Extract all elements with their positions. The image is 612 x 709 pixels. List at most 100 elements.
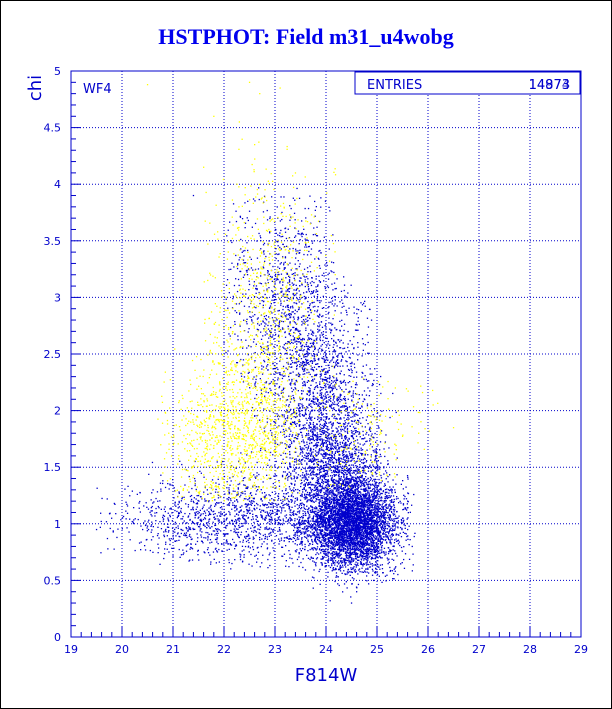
data-point (298, 419, 300, 421)
data-point (364, 543, 366, 545)
data-point (385, 505, 387, 507)
data-point (370, 499, 372, 501)
data-point (339, 546, 341, 549)
data-point (365, 364, 368, 366)
data-point (343, 478, 346, 480)
data-point (304, 569, 307, 571)
data-point (351, 526, 353, 528)
data-point (363, 545, 366, 547)
data-point (380, 492, 382, 495)
data-point (383, 547, 386, 549)
data-point (392, 528, 394, 530)
data-point (315, 558, 318, 560)
data-point (344, 488, 346, 490)
data-point (335, 505, 337, 508)
data-point (374, 511, 376, 513)
data-point (352, 523, 354, 526)
data-point (378, 537, 380, 539)
data-point (282, 458, 284, 460)
data-point (325, 492, 327, 494)
data-point (411, 570, 413, 572)
data-point (380, 518, 382, 520)
data-point (358, 543, 360, 545)
data-point (361, 544, 363, 546)
data-point (372, 525, 374, 527)
data-point (363, 509, 365, 511)
data-point (385, 509, 387, 511)
data-point (313, 494, 316, 496)
data-point (369, 544, 371, 546)
data-point (335, 516, 337, 518)
data-point (329, 547, 332, 549)
data-point (310, 435, 312, 437)
data-point (396, 457, 398, 459)
data-point (343, 504, 345, 506)
data-point (380, 496, 383, 498)
data-point (377, 546, 379, 548)
data-point (350, 596, 352, 598)
data-point (340, 550, 342, 552)
data-point (381, 545, 383, 547)
data-point (362, 541, 364, 543)
data-point (349, 503, 351, 505)
data-point (327, 486, 329, 488)
data-point (368, 492, 370, 494)
data-point (385, 534, 387, 536)
data-point (347, 524, 349, 526)
data-point (340, 491, 342, 494)
data-point (390, 501, 392, 503)
data-point (402, 503, 405, 505)
data-point (371, 484, 373, 486)
data-point (323, 497, 325, 499)
data-point (335, 458, 337, 461)
data-point (362, 526, 364, 529)
data-point (332, 568, 334, 570)
data-point (321, 496, 323, 499)
data-point (328, 534, 330, 536)
data-point (370, 503, 372, 506)
data-point (323, 508, 325, 511)
data-point (362, 510, 364, 512)
data-point (330, 535, 332, 537)
data-point (357, 496, 359, 498)
data-point (392, 529, 395, 531)
data-point (386, 557, 388, 559)
data-point (334, 534, 336, 537)
data-point (362, 511, 365, 514)
data-point (398, 541, 400, 543)
data-point (316, 531, 318, 533)
data-point (364, 540, 366, 542)
data-point (292, 524, 294, 526)
data-point (324, 466, 327, 469)
data-point (368, 495, 370, 497)
data-point (387, 559, 389, 561)
data-point (366, 495, 368, 497)
data-point (352, 538, 354, 540)
data-point (400, 483, 402, 485)
data-point (362, 541, 365, 543)
data-point (386, 495, 389, 497)
data-point (350, 478, 352, 480)
data-point (317, 444, 319, 447)
data-point (322, 509, 324, 511)
data-point (395, 540, 398, 542)
data-point (373, 531, 376, 533)
data-point (354, 515, 356, 517)
data-point (378, 566, 380, 568)
data-point (388, 533, 390, 535)
data-point (316, 514, 318, 516)
data-point (330, 423, 333, 425)
data-point (365, 498, 367, 500)
data-point (351, 472, 353, 474)
data-point (356, 494, 358, 496)
data-point (335, 513, 337, 515)
data-point (364, 558, 366, 560)
data-point (355, 499, 357, 502)
data-point (320, 419, 323, 421)
data-point (337, 518, 339, 520)
data-point (346, 521, 348, 523)
data-point (354, 450, 356, 452)
data-point (315, 535, 317, 537)
data-point (371, 553, 373, 555)
data-point (352, 549, 354, 551)
